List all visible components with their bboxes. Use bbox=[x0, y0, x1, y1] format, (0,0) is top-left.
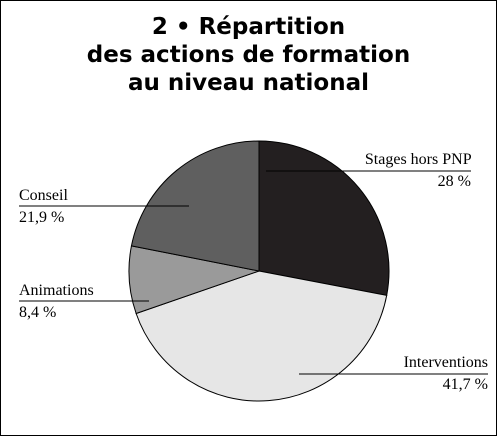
slice-value: 21,9 % bbox=[19, 209, 65, 226]
chart-title: 2 • Répartition des actions de formation… bbox=[86, 14, 411, 96]
pie-slice bbox=[258, 140, 390, 296]
slice-label: Animations 8,4 % bbox=[19, 280, 149, 324]
slice-label: Interventions 41,7 % bbox=[361, 352, 488, 396]
slice-value: 28 % bbox=[437, 173, 471, 190]
slice-name: Stages hors PNP bbox=[364, 151, 471, 168]
slice-label: Stages hors PNP 28 % bbox=[361, 149, 471, 193]
slice-name: Animations bbox=[19, 282, 94, 299]
slice-name: Interventions bbox=[403, 354, 488, 371]
pie-slice bbox=[130, 140, 260, 272]
pie-slice bbox=[135, 270, 388, 402]
slice-label: Conseil 21,9 % bbox=[19, 185, 169, 229]
slice-value: 41,7 % bbox=[442, 376, 488, 393]
slice-value: 8,4 % bbox=[19, 304, 57, 321]
slice-name: Conseil bbox=[19, 187, 68, 204]
